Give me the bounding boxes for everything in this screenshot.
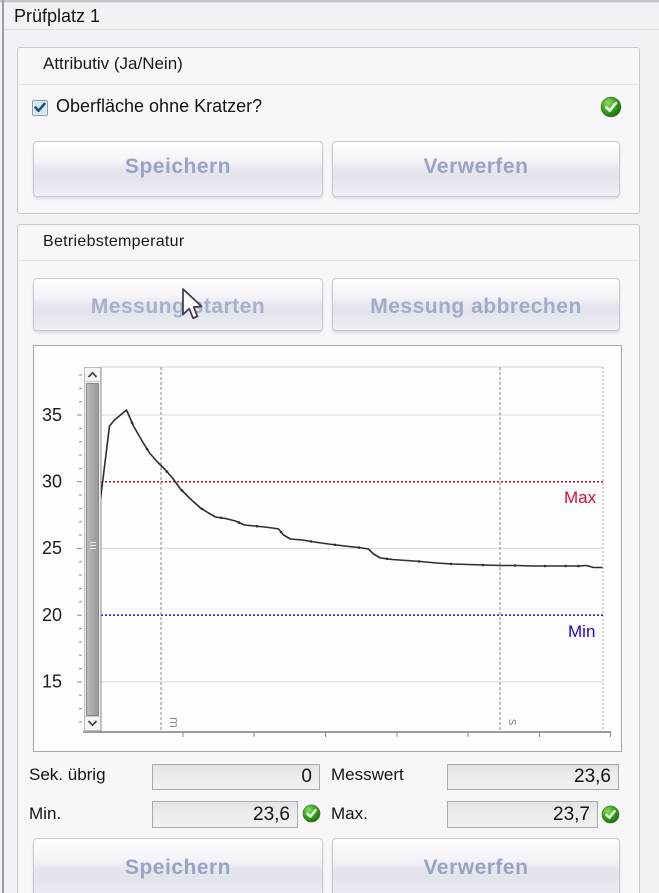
svg-text:35: 35: [42, 405, 62, 425]
svg-text:Max: Max: [564, 488, 597, 507]
svg-text:Min: Min: [568, 622, 595, 641]
svg-text:m: m: [167, 717, 182, 728]
svg-text:20: 20: [42, 605, 62, 625]
svg-text:15: 15: [42, 672, 62, 692]
svg-text:25: 25: [42, 538, 62, 558]
svg-text:s: s: [506, 719, 521, 726]
svg-text:30: 30: [42, 472, 62, 492]
